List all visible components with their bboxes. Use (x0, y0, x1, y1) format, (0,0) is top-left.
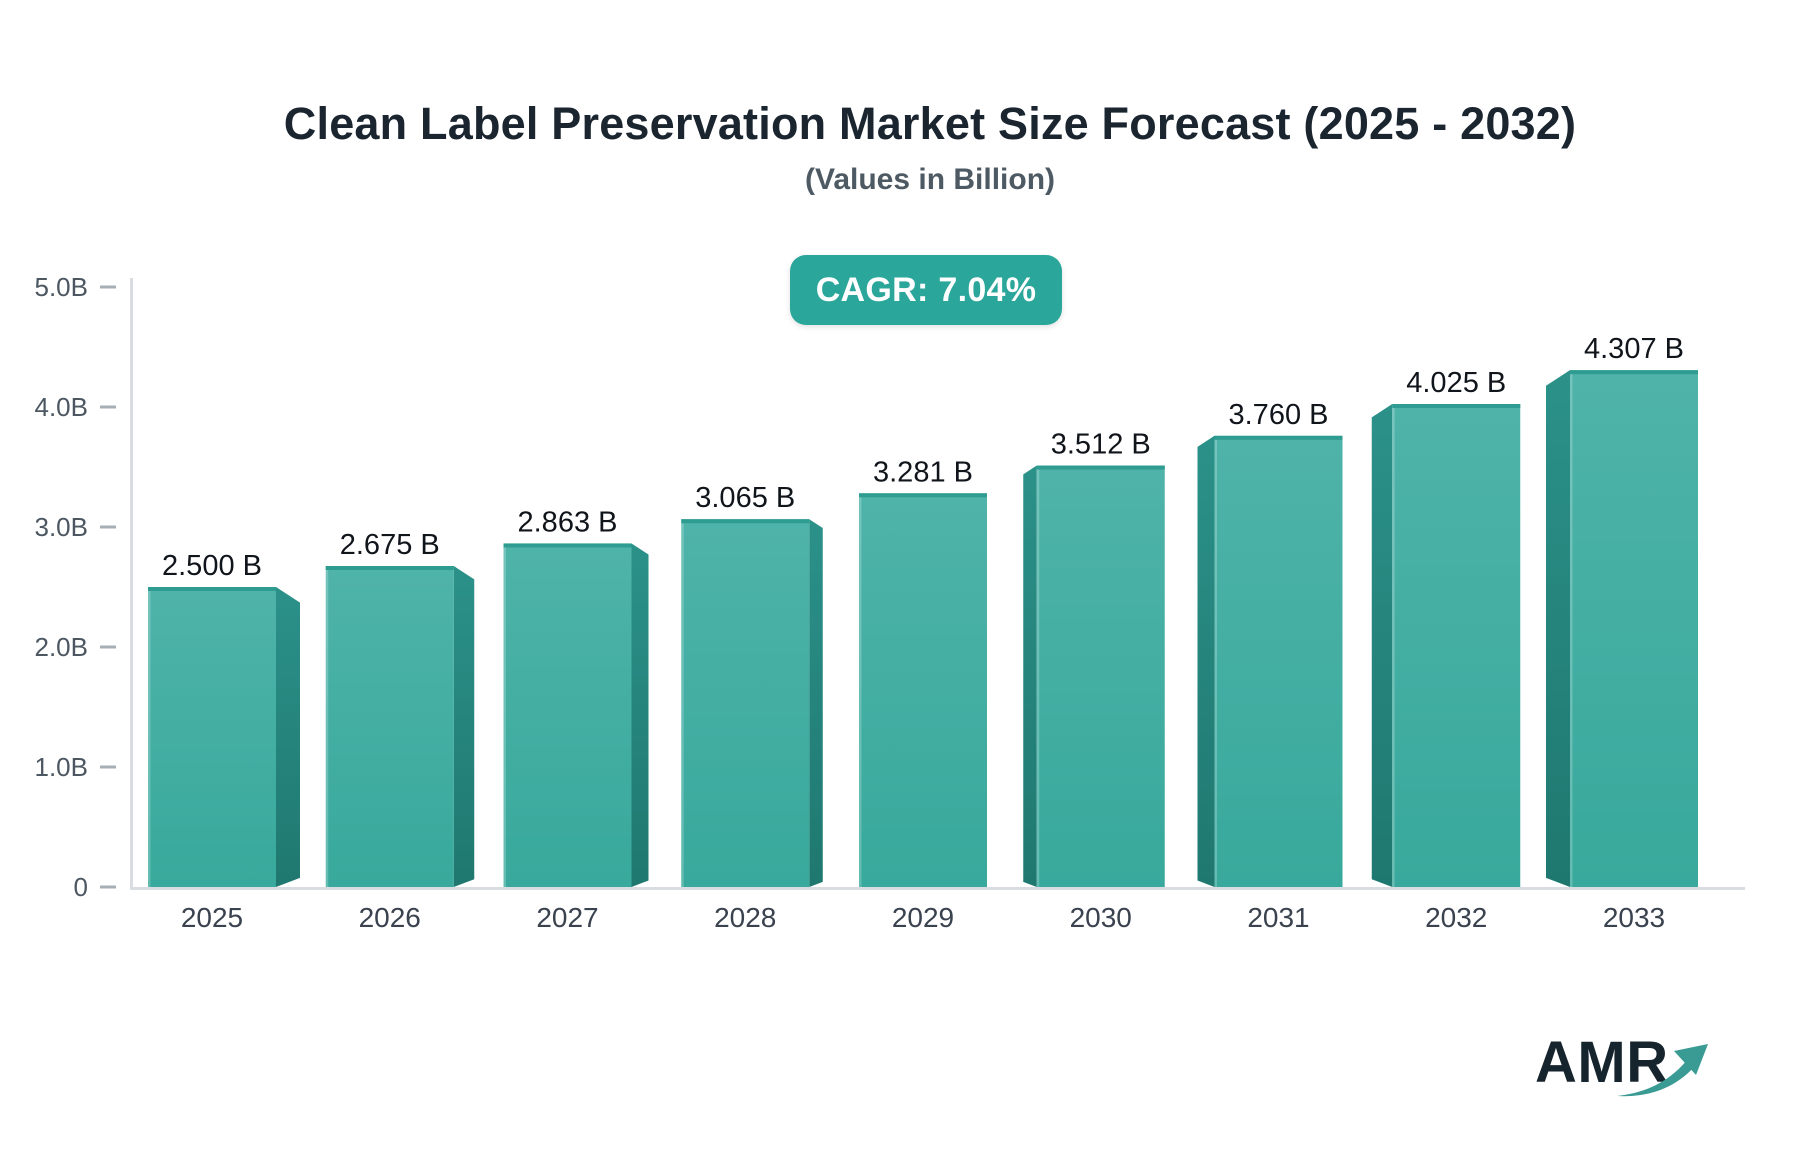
bar-2025[interactable]: 2.500 B 2025 (148, 550, 300, 933)
bar-2027[interactable]: 2.863 B 2027 (503, 506, 649, 933)
bar-left-highlight (1392, 408, 1395, 887)
bar-value-label: 3.281 B (873, 456, 973, 488)
bar-face (1214, 435, 1343, 887)
x-tick-label: 2030 (1070, 902, 1132, 933)
bar-top-edge (1570, 370, 1698, 375)
bar-left-highlight (1214, 439, 1217, 887)
y-tick-label: 0 (74, 872, 88, 902)
bar-side-face (1023, 465, 1037, 887)
bar-2028[interactable]: 3.065 B 2028 (681, 482, 823, 933)
bar-top-edge (503, 543, 632, 548)
bar-top-edge (859, 493, 987, 498)
bar-face (1036, 465, 1165, 887)
bar-left-highlight (148, 591, 151, 887)
trend-up-arrow-icon (1617, 1044, 1708, 1097)
bar-value-label: 4.307 B (1584, 333, 1684, 365)
bar-2029[interactable]: 3.281 B 2029 (859, 456, 987, 933)
bar-left-highlight (1570, 374, 1573, 887)
y-tick-label: 4.0B (35, 392, 89, 422)
bar-top-edge (1214, 435, 1343, 440)
cagr-badge: CAGR: 7.04% (790, 255, 1062, 325)
bar-face (681, 519, 810, 887)
y-tick-label: 3.0B (35, 512, 89, 542)
amr-logo: AMR (1531, 1030, 1731, 1116)
bar-side-face (276, 587, 300, 887)
bar-left-highlight (681, 523, 684, 887)
bar-face (325, 566, 454, 887)
bar-value-label: 3.065 B (695, 482, 795, 514)
bar-face (1570, 370, 1698, 887)
y-tick-label: 2.0B (35, 632, 89, 662)
bar-side-face (1546, 370, 1570, 887)
x-tick-label: 2029 (892, 902, 954, 933)
bar-2033[interactable]: 4.307 B 2033 (1546, 333, 1698, 933)
bar-left-highlight (325, 570, 329, 887)
chart-title: Clean Label Preservation Market Size For… (283, 98, 1577, 149)
bar-value-label: 3.512 B (1051, 429, 1151, 461)
bar-top-edge (681, 519, 810, 524)
bar-2030[interactable]: 3.512 B 2030 (1023, 429, 1165, 933)
bar-face (503, 543, 632, 887)
bar-left-highlight (859, 497, 862, 887)
x-tick-label: 2032 (1425, 902, 1487, 933)
bar-face (1392, 404, 1521, 887)
bar-value-label: 2.500 B (162, 550, 262, 582)
y-tick-label: 5.0B (35, 272, 89, 302)
y-tick-label: 1.0B (35, 752, 89, 782)
x-tick-label: 2031 (1247, 902, 1309, 933)
bar-side-face (1371, 404, 1393, 887)
bar-top-edge (148, 587, 276, 591)
bar-top-edge (325, 566, 454, 570)
chart-subtitle: (Values in Billion) (804, 163, 1056, 196)
bar-value-label: 4.025 B (1406, 367, 1506, 399)
amr-logo-text: AMR (1535, 1030, 1669, 1095)
bar-side-face (631, 543, 649, 887)
bar-top-edge (1392, 404, 1521, 408)
bar-2032[interactable]: 4.025 B 2032 (1371, 367, 1521, 933)
bar-value-label: 2.675 B (340, 529, 440, 561)
bar-side-face (809, 519, 823, 887)
bar-left-highlight (1036, 469, 1040, 887)
bar-2031[interactable]: 3.760 B 2031 (1197, 399, 1343, 933)
bar-left-highlight (503, 547, 506, 887)
cagr-badge-label: CAGR: 7.04% (815, 270, 1037, 309)
bar-face (859, 493, 987, 887)
bar-side-face (453, 566, 475, 887)
x-tick-label: 2025 (181, 902, 243, 933)
bar-top-edge (1036, 465, 1165, 470)
x-tick-label: 2033 (1603, 902, 1665, 933)
x-tick-label: 2026 (359, 902, 421, 933)
bar-2026[interactable]: 2.675 B 2026 (325, 529, 475, 933)
bar-value-label: 3.760 B (1229, 399, 1329, 431)
bar-face (148, 587, 276, 887)
bar-side-face (1197, 435, 1215, 887)
x-tick-label: 2028 (714, 902, 776, 933)
x-tick-label: 2027 (536, 902, 598, 933)
bar-value-label: 2.863 B (518, 506, 618, 538)
